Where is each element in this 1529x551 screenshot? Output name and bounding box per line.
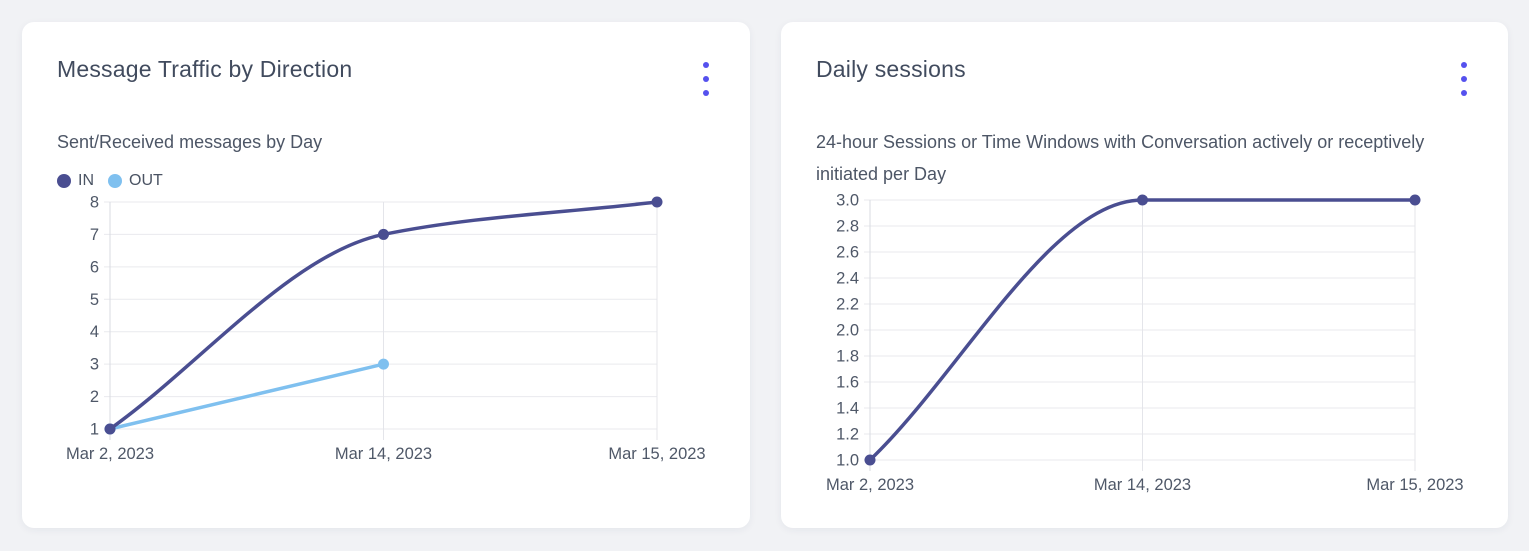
svg-text:4: 4 — [90, 323, 99, 341]
svg-text:Mar 14, 2023: Mar 14, 2023 — [1094, 476, 1191, 494]
kebab-menu-icon[interactable] — [1455, 58, 1473, 100]
svg-text:2.2: 2.2 — [836, 296, 859, 314]
line-chart-message-traffic: 1 2 3 4 5 6 7 8 Mar 2, 2023 Mar 14, 2023 Mar 15, 2… — [66, 194, 706, 464]
card-daily-sessions: Daily sessions 24-hour Sessions or Time … — [781, 22, 1508, 528]
svg-text:1: 1 — [90, 421, 99, 439]
svg-text:6: 6 — [90, 258, 99, 276]
svg-text:5: 5 — [90, 291, 99, 309]
svg-text:2.0: 2.0 — [836, 322, 859, 340]
svg-text:8: 8 — [90, 194, 99, 212]
svg-text:Mar 15, 2023: Mar 15, 2023 — [1366, 476, 1463, 494]
card-header: Message Traffic by Direction — [57, 54, 715, 100]
svg-text:1.0: 1.0 — [836, 452, 859, 470]
card-title: Message Traffic by Direction — [57, 56, 353, 82]
card-message-traffic: Message Traffic by Direction Sent/Receiv… — [22, 22, 750, 528]
line-chart-daily-sessions: 1.0 1.2 1.4 1.6 1.8 2.0 2.2 2.4 2.6 2.8 3.0 Mar 2, … — [826, 192, 1464, 495]
svg-text:Mar 2, 2023: Mar 2, 2023 — [66, 445, 154, 463]
legend-dot-in — [57, 174, 71, 189]
svg-text:1.2: 1.2 — [836, 426, 859, 444]
svg-text:Mar 15, 2023: Mar 15, 2023 — [608, 445, 705, 463]
legend-item-in: IN — [57, 172, 94, 190]
legend-dot-out — [108, 174, 122, 189]
svg-text:2.8: 2.8 — [836, 218, 859, 236]
svg-text:2: 2 — [90, 388, 99, 406]
legend-label-in: IN — [78, 172, 94, 190]
svg-text:Mar 2, 2023: Mar 2, 2023 — [826, 476, 914, 494]
svg-text:Mar 14, 2023: Mar 14, 2023 — [335, 445, 432, 463]
legend-item-out: OUT — [108, 172, 163, 190]
svg-text:7: 7 — [90, 226, 99, 244]
chart-legend: IN OUT — [57, 170, 715, 192]
svg-text:3: 3 — [90, 356, 99, 374]
svg-text:2.6: 2.6 — [836, 244, 859, 262]
svg-text:3.0: 3.0 — [836, 192, 859, 210]
kebab-menu-icon[interactable] — [697, 58, 715, 100]
svg-text:1.8: 1.8 — [836, 348, 859, 366]
card-header: Daily sessions — [816, 54, 1473, 100]
svg-text:1.6: 1.6 — [836, 374, 859, 392]
card-subtitle: 24-hour Sessions or Time Windows with Co… — [816, 132, 1425, 185]
svg-text:1.4: 1.4 — [836, 400, 859, 418]
card-title: Daily sessions — [816, 56, 966, 82]
legend-label-out: OUT — [129, 172, 163, 190]
card-subtitle: Sent/Received messages by Day — [57, 132, 323, 152]
svg-text:2.4: 2.4 — [836, 270, 859, 288]
